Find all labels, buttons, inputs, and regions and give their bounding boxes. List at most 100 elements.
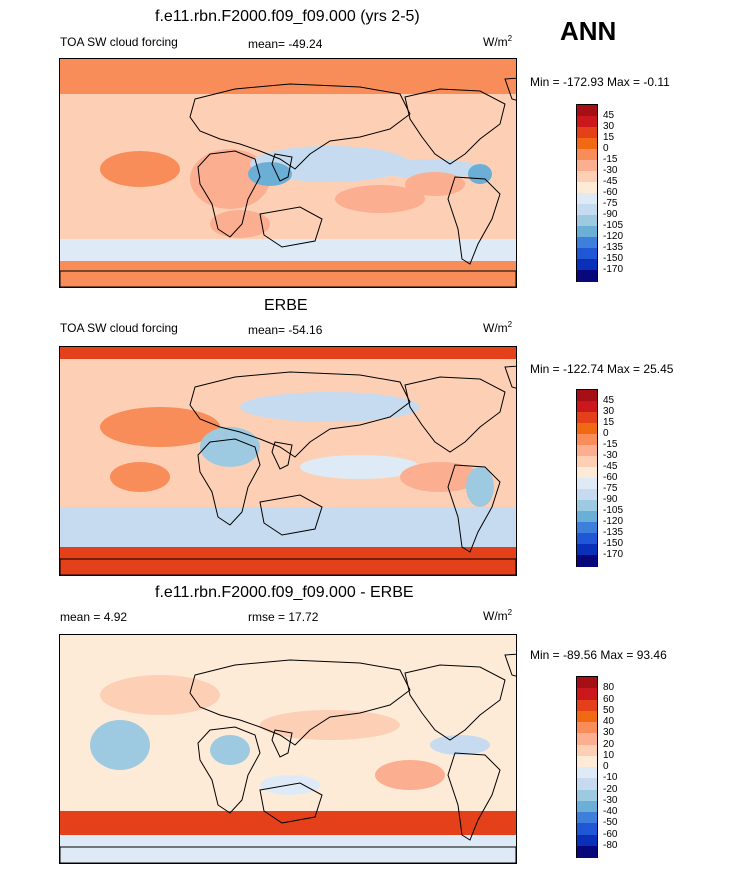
min-max-label: Min = -89.56 Max = 93.46	[530, 648, 667, 662]
field-band	[60, 59, 516, 94]
coastline	[447, 752, 501, 841]
colorbar-swatch	[577, 767, 597, 779]
colorbar-tick-label: -80	[603, 839, 618, 851]
coastline	[271, 441, 293, 470]
coastline	[404, 88, 506, 165]
colorbar-swatch	[577, 215, 597, 227]
field-band	[60, 347, 516, 359]
colorbar-tick-label: -30	[603, 450, 618, 461]
map-model	[59, 58, 517, 288]
colorbar-swatch	[577, 116, 597, 128]
colorbar-swatch	[577, 733, 597, 745]
colorbar-tick-label: -75	[603, 198, 618, 209]
colorbar-swatch	[577, 778, 597, 790]
coastline	[189, 371, 411, 458]
colorbar-tick-label: -60	[603, 828, 618, 840]
colorbar-tick-label: -20	[603, 783, 618, 795]
map-diff	[59, 634, 517, 864]
colorbar-swatch	[577, 489, 597, 501]
colorbar-swatch	[577, 160, 597, 172]
colorbar-tick-label: -45	[603, 461, 618, 472]
colorbar-swatch	[577, 812, 597, 824]
colorbar-swatch	[577, 544, 597, 556]
field-blob	[210, 735, 250, 765]
colorbar-tick-label: -105	[603, 220, 624, 231]
field-blob	[200, 427, 260, 467]
colorbar-tick-label: -120	[603, 516, 624, 527]
panel-title: ERBE	[264, 297, 308, 314]
field-band	[60, 547, 516, 575]
colorbar-swatch	[577, 688, 597, 700]
coastline	[504, 365, 516, 389]
colorbar-swatch	[577, 105, 597, 117]
colorbar-swatch	[577, 699, 597, 712]
colorbar-swatch	[577, 677, 597, 689]
min-max-label: Min = -122.74 Max = 25.45	[530, 362, 674, 376]
colorbar-swatch	[577, 445, 597, 457]
field-blob	[405, 172, 465, 196]
field-blob	[260, 710, 400, 740]
units-label: W/m2	[483, 320, 513, 335]
colorbar-tick-label: -105	[603, 505, 624, 516]
colorbar-tick-label: -90	[603, 494, 618, 505]
colorbar-tick-label: -150	[603, 538, 624, 549]
colorbar-swatch	[577, 533, 597, 545]
mean-label: mean= -54.16	[248, 323, 323, 337]
mean-label: mean = 4.92	[60, 610, 128, 624]
colorbar-tick-label: 20	[603, 738, 615, 750]
field-blob	[466, 467, 494, 507]
coastline	[197, 150, 261, 238]
coastline	[60, 270, 516, 287]
coastline	[259, 206, 323, 248]
colorbar-tick-label: -30	[603, 165, 618, 176]
field-blob	[100, 675, 220, 715]
field-blob	[110, 462, 170, 492]
coastline	[259, 782, 323, 824]
colorbar-swatch	[577, 237, 597, 249]
coastline	[259, 494, 323, 536]
coastline	[189, 659, 411, 746]
left-label: TOA SW cloud forcing	[60, 35, 178, 49]
field-blob	[248, 162, 292, 186]
units-label: W/m2	[483, 608, 513, 623]
season-label: ANN	[560, 16, 617, 46]
colorbar-swatch	[577, 555, 597, 567]
colorbar-swatch	[577, 755, 597, 768]
colorbar-swatch	[577, 182, 597, 194]
field-band	[60, 811, 516, 835]
coastline	[189, 83, 411, 170]
colorbar-tick-label: -10	[603, 772, 618, 784]
coastline	[404, 376, 506, 453]
colorbar-tick-label: 60	[603, 693, 615, 705]
field-blob	[468, 164, 492, 184]
mean-label: mean= -49.24	[248, 37, 323, 51]
colorbar-tick-label: -90	[603, 209, 618, 220]
field-blob	[240, 392, 420, 422]
colorbar-tick-label: -50	[603, 817, 618, 829]
colorbar-swatch	[577, 845, 597, 858]
field-blob	[300, 455, 420, 479]
coastline	[271, 153, 293, 182]
field-blob	[400, 462, 480, 492]
coastline	[447, 176, 501, 265]
colorbar-swatch	[577, 467, 597, 479]
colorbar-tick-label: 0	[603, 428, 609, 439]
colorbar-swatch	[577, 456, 597, 468]
coastline	[197, 726, 261, 814]
colorbar: 45 30 15 0 -15 -30 -45 -60 -75 -90 -105 -120 -135 -15…	[576, 104, 623, 282]
coastline	[447, 464, 501, 553]
colorbar-tick-label: 15	[603, 417, 615, 428]
colorbar-tick-label: 45	[603, 395, 615, 406]
colorbar-tick-label: -15	[603, 154, 618, 165]
colorbar-swatch	[577, 149, 597, 161]
rmse-label: rmse = 17.72	[248, 610, 319, 624]
colorbar-swatch	[577, 204, 597, 216]
coastline	[60, 558, 516, 575]
panel-title: f.e11.rbn.F2000.f09_f09.000 (yrs 2-5)	[155, 8, 420, 25]
colorbar-tick-label: 30	[603, 727, 615, 739]
colorbar-swatch	[577, 248, 597, 260]
coastline	[504, 653, 516, 677]
coastline	[504, 77, 516, 101]
colorbar-swatch	[577, 823, 597, 835]
colorbar-swatch	[577, 127, 597, 139]
